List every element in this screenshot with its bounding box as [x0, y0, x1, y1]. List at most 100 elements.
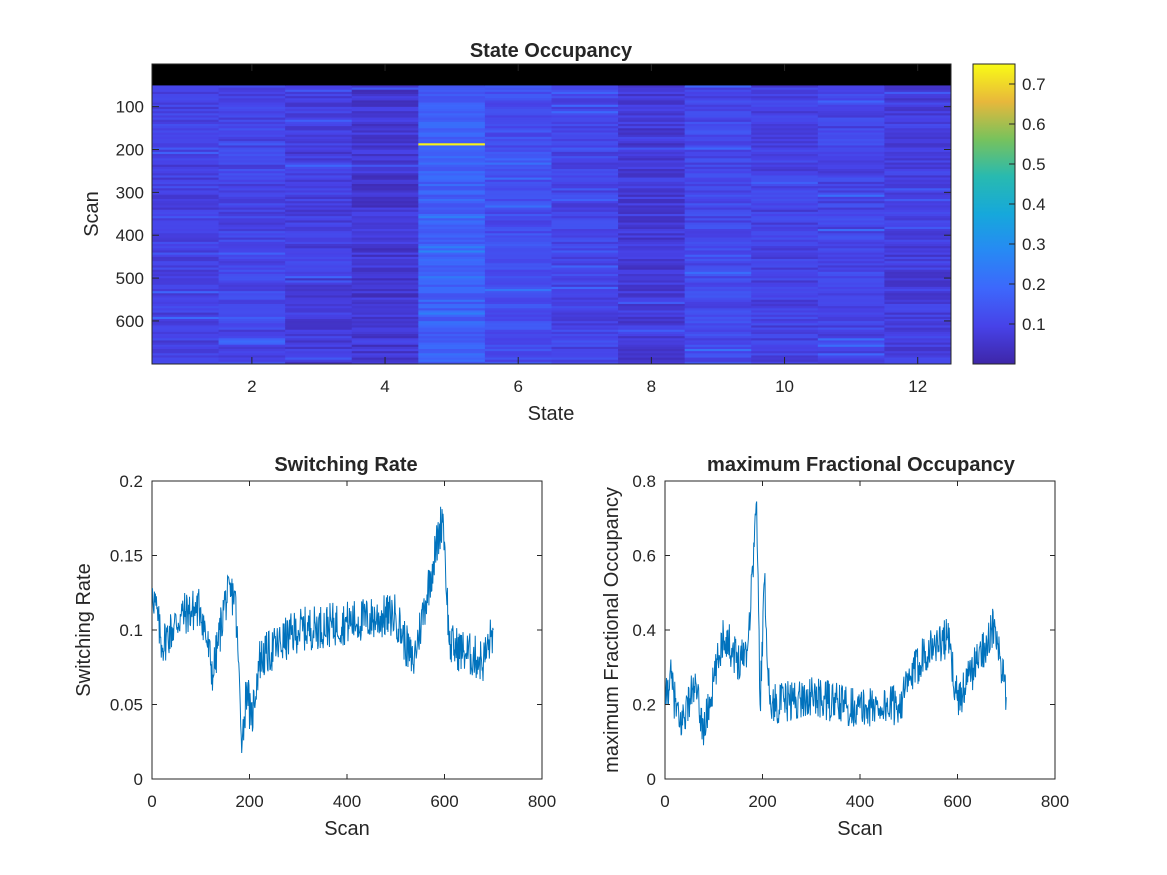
- heatmap-cell: [351, 177, 419, 181]
- heatmap-cell: [684, 301, 752, 305]
- heatmap-cell: [152, 254, 220, 258]
- heatmap-cell: [418, 109, 486, 112]
- heatmap-cell: [684, 134, 752, 138]
- heatmap-cell: [884, 252, 952, 256]
- heatmap-cell: [551, 226, 619, 230]
- heatmap-cell: [551, 85, 619, 88]
- heatmap-cell: [351, 87, 419, 91]
- heatmap-cell: [285, 351, 353, 354]
- heatmap-cell: [551, 184, 619, 187]
- heatmap-cell: [684, 117, 752, 121]
- heatmap-cell: [351, 297, 419, 301]
- heatmap-cell: [218, 124, 286, 127]
- heatmap-cell: [285, 205, 353, 208]
- heatmap-cell: [484, 175, 552, 178]
- heatmap-cell: [618, 229, 686, 232]
- heatmap-cell: [751, 319, 819, 322]
- heatmap-cell: [418, 342, 486, 346]
- heatmap-cell: [751, 250, 819, 253]
- heatmap-cell: [218, 194, 286, 198]
- heatmap-cell: [551, 314, 619, 318]
- heatmap-cell: [152, 181, 220, 185]
- heatmap-cell: [618, 355, 686, 358]
- heatmap-cell: [484, 149, 552, 153]
- heatmap-cell: [551, 250, 619, 253]
- heatmap-cell: [684, 349, 752, 352]
- heatmap-cell: [418, 291, 486, 294]
- heatmap-cell: [418, 299, 486, 303]
- heatmap-cell: [418, 162, 486, 166]
- heatmap-cell: [218, 141, 286, 144]
- heatmap-cell: [418, 229, 486, 232]
- heatmap-cell: [285, 91, 353, 95]
- heatmap-cell: [152, 334, 220, 337]
- heatmap-cell: [285, 323, 353, 326]
- heatmap-x-tick-label: 6: [513, 377, 522, 396]
- heatmap-cell: [684, 361, 752, 365]
- heatmap-cell: [551, 346, 619, 350]
- heatmap-cell: [551, 218, 619, 221]
- heatmap-cell: [484, 134, 552, 138]
- heatmap-cell: [218, 173, 286, 176]
- heatmap-cell: [884, 64, 952, 86]
- heatmap-cell: [884, 199, 952, 202]
- heatmap-cell: [218, 355, 286, 358]
- heatmap-cell: [884, 190, 952, 193]
- heatmap-cell: [618, 241, 686, 245]
- heatmap-cell: [351, 274, 419, 277]
- heatmap-cell: [751, 136, 819, 140]
- heatmap-cell: [218, 261, 286, 264]
- colorbar-tick-label: 0.4: [1022, 195, 1046, 214]
- heatmap-cell: [684, 109, 752, 112]
- heatmap-cell: [684, 323, 752, 326]
- heatmap-cell: [551, 344, 619, 348]
- heatmap-cell: [817, 361, 885, 365]
- heatmap-cell: [484, 145, 552, 148]
- heatmap-cell: [618, 308, 686, 311]
- heatmap-cell: [351, 169, 419, 172]
- heatmap-cell: [618, 312, 686, 316]
- heatmap-cell: [618, 329, 686, 333]
- heatmap-cell: [351, 226, 419, 230]
- heatmap-cell: [551, 117, 619, 121]
- heatmap-cell: [684, 342, 752, 346]
- heatmap-cell: [285, 109, 353, 112]
- heatmap-cell: [751, 184, 819, 187]
- heatmap-cell: [751, 246, 819, 249]
- heatmap-cell: [218, 338, 286, 341]
- heatmap-cell: [484, 109, 552, 112]
- heatmap-cell: [684, 96, 752, 99]
- heatmap-cell: [484, 250, 552, 253]
- heatmap-cell: [484, 263, 552, 266]
- heatmap-cell: [418, 184, 486, 187]
- heatmap-cell: [751, 241, 819, 245]
- heatmap-cell: [218, 334, 286, 337]
- heatmap-cell: [418, 64, 486, 86]
- heatmap-cell: [152, 269, 220, 273]
- heatmap-cell: [684, 207, 752, 211]
- heatmap-cell: [884, 102, 952, 106]
- colorbar-tick-label: 0.6: [1022, 115, 1046, 134]
- heatmap-cell: [351, 306, 419, 309]
- heatmap-cell: [285, 85, 353, 88]
- heatmap-cell: [484, 308, 552, 311]
- heatmap-cell: [218, 154, 286, 157]
- heatmap-cell: [484, 169, 552, 172]
- heatmap-cell: [751, 346, 819, 350]
- heatmap-cell: [351, 314, 419, 318]
- heatmap-cell: [418, 306, 486, 309]
- heatmap-cell: [618, 304, 686, 307]
- heatmap-cell: [884, 323, 952, 326]
- heatmap-cell: [285, 151, 353, 155]
- heatmap-cell: [218, 134, 286, 138]
- heatmap-cell: [218, 291, 286, 294]
- heatmap-cell: [218, 269, 286, 273]
- heatmap-cell: [418, 115, 486, 118]
- heatmap-cell: [418, 254, 486, 258]
- heatmap-cell: [684, 203, 752, 206]
- heatmap-cell: [285, 94, 353, 97]
- max-occupancy-y-tick-label: 0: [647, 770, 656, 789]
- heatmap-cell: [285, 218, 353, 221]
- heatmap-cell: [551, 331, 619, 335]
- heatmap-cell: [817, 271, 885, 275]
